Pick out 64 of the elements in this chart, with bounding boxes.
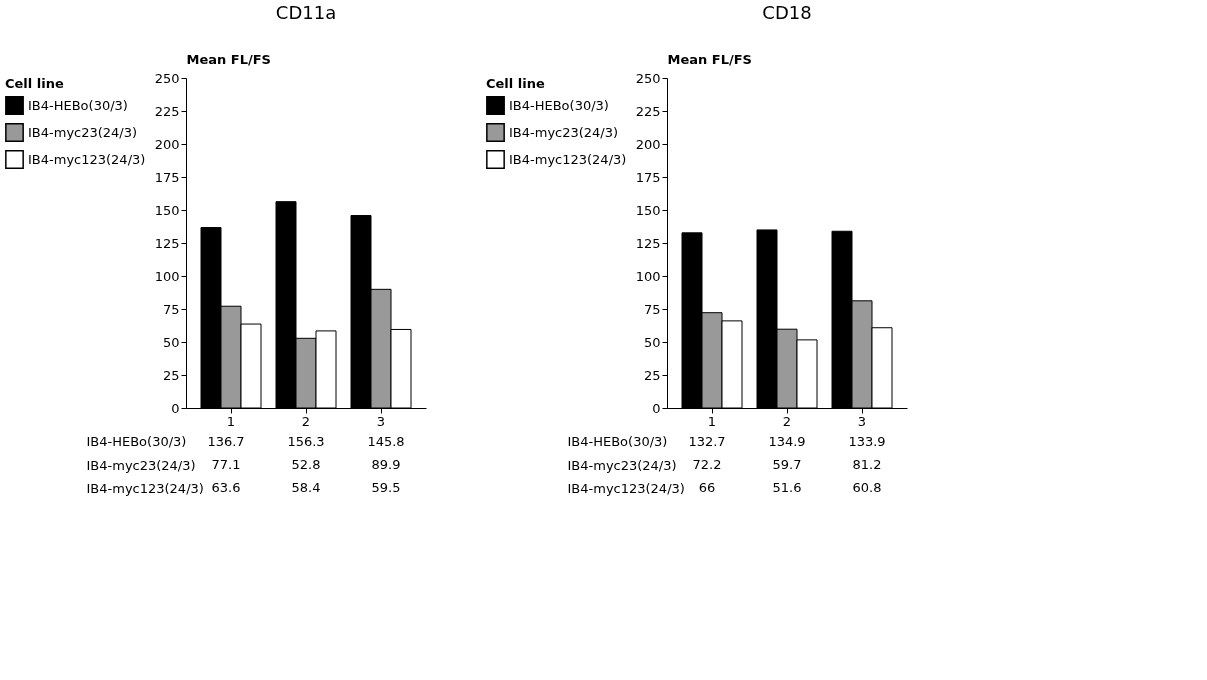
legend-label: IB4-HEBo(30/3)	[28, 97, 128, 113]
legend-label: IB4-myc123(24/3)	[509, 151, 627, 167]
data-label: 133.9	[848, 433, 886, 449]
data-label: 136.7	[207, 433, 245, 449]
y-tick-label: 175	[154, 169, 180, 185]
x-tick-label: 2	[782, 413, 792, 429]
y-tick-label: 0	[171, 400, 180, 416]
y-tick-label: 75	[643, 301, 661, 317]
text: IB4-myc23(24/3)	[86, 457, 196, 473]
y-axis-title: Mean FL/FS	[186, 51, 271, 67]
x-tick-label: 3	[376, 413, 386, 429]
y-tick-label: 250	[154, 70, 180, 86]
data-label: 89.9	[371, 457, 401, 472]
legend-label: IB4-myc123(24/3)	[28, 151, 146, 167]
data-label: 72.2	[692, 457, 722, 472]
y-tick-label: 0	[652, 400, 661, 416]
data-label: 51.6	[772, 480, 802, 496]
y-tick-label: 50	[162, 334, 180, 350]
x-tick-label: 2	[301, 413, 311, 429]
legend-title: Cell line	[486, 76, 545, 91]
x-tick-label: 1	[707, 413, 717, 429]
legend-label: IB4-HEBo(30/3)	[509, 97, 609, 113]
y-tick-label: 225	[635, 103, 661, 119]
text: IB4-HEBo(30/3)	[567, 434, 668, 450]
data-label: 134.9	[768, 433, 806, 449]
y-tick-label: 225	[154, 103, 180, 119]
legend-label: IB4-myc23(24/3)	[509, 124, 619, 140]
data-label: 156.3	[287, 433, 325, 449]
data-label: 132.7	[688, 433, 726, 449]
y-tick-label: 100	[154, 268, 180, 284]
data-label: 59.5	[371, 480, 401, 496]
y-tick-label: 100	[635, 268, 661, 284]
chart-title: CD18	[762, 2, 812, 23]
y-tick-label: 175	[635, 169, 661, 185]
data-label: 77.1	[211, 457, 241, 472]
y-tick-label: 150	[154, 202, 180, 218]
data-label: 52.8	[291, 457, 321, 472]
y-tick-label: 25	[643, 367, 661, 383]
y-tick-label: 75	[162, 301, 180, 317]
text: IB4-HEBo(30/3)	[86, 434, 187, 450]
x-tick-label: 1	[226, 413, 236, 429]
y-tick-label: 125	[635, 235, 661, 251]
data-label: 81.2	[852, 457, 882, 472]
data-label: 145.8	[367, 433, 405, 449]
chart-title: CD11a	[275, 2, 337, 23]
data-label: 63.6	[211, 480, 241, 496]
y-tick-label: 250	[635, 70, 661, 86]
data-label: 66	[698, 480, 716, 496]
y-tick-label: 125	[154, 235, 180, 251]
y-tick-label: 150	[635, 202, 661, 218]
x-tick-label: 3	[857, 413, 867, 429]
y-axis-title: Mean FL/FS	[667, 51, 752, 67]
y-tick-label: 200	[154, 136, 180, 152]
text: IB4-myc23(24/3)	[567, 457, 677, 473]
data-label: 58.4	[291, 480, 321, 496]
y-tick-label: 200	[635, 136, 661, 152]
text: IB4-myc123(24/3)	[86, 480, 204, 496]
data-label: 59.7	[772, 457, 802, 472]
legend-label: IB4-myc23(24/3)	[28, 124, 138, 140]
y-tick-label: 25	[162, 367, 180, 383]
data-label: 60.8	[852, 480, 882, 496]
y-tick-label: 50	[643, 334, 661, 350]
legend-title: Cell line	[5, 76, 64, 91]
text: IB4-myc123(24/3)	[567, 480, 685, 496]
